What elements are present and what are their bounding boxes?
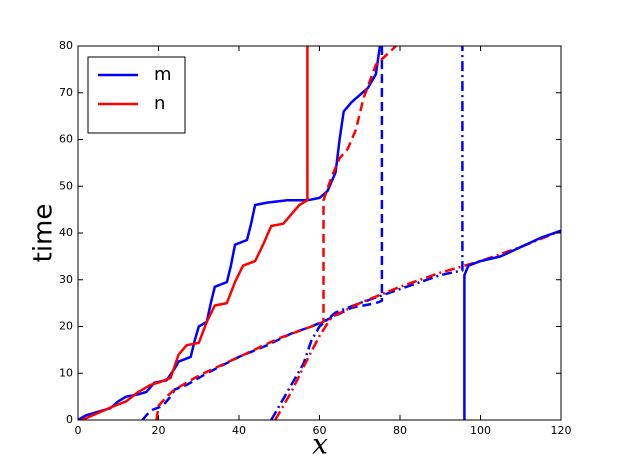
data-line [155, 46, 397, 420]
x-tick-label: 40 [232, 424, 246, 437]
x-tick-label: 120 [551, 424, 572, 437]
y-tick-label: 60 [59, 133, 73, 146]
legend-label: m [154, 64, 172, 85]
y-tick-label: 70 [59, 86, 73, 99]
data-line [463, 229, 561, 420]
legend: mn [87, 56, 186, 134]
y-tick-label: 0 [66, 413, 73, 426]
y-tick-label: 80 [59, 39, 73, 52]
y-tick-label: 50 [59, 179, 73, 192]
y-tick-label: 30 [59, 273, 73, 286]
plot-lines [78, 46, 561, 420]
x-tick-label: 80 [393, 424, 407, 437]
data-line [81, 46, 309, 420]
x-tick-label: 0 [75, 424, 82, 437]
legend-box [87, 56, 186, 134]
data-line [270, 46, 464, 420]
data-line [141, 46, 384, 420]
x-tick-label: 100 [470, 424, 491, 437]
y-axis-label: time [29, 204, 59, 263]
x-tick-label: 20 [152, 424, 166, 437]
y-tick-label: 20 [59, 320, 73, 333]
x-tick-label: 60 [313, 424, 327, 437]
y-tick-label: 10 [59, 366, 73, 379]
y-tick-label: 40 [59, 226, 73, 239]
legend-label: n [154, 93, 165, 114]
x-axis-label: x [312, 428, 328, 461]
